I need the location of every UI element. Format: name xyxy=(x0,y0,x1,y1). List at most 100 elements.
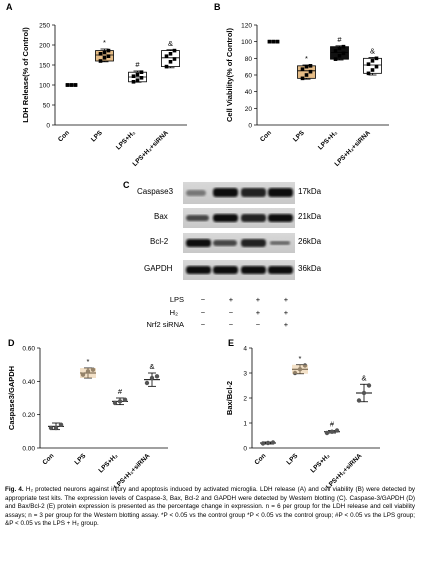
data-point xyxy=(139,76,144,80)
data-point xyxy=(300,67,305,71)
condition-mark: − xyxy=(256,320,261,329)
data-point xyxy=(297,367,303,372)
data-point xyxy=(164,64,169,69)
highlight-band xyxy=(80,368,96,378)
protein-label-bax: Bax xyxy=(154,212,168,221)
condition-mark: − xyxy=(201,295,206,304)
data-point xyxy=(366,62,371,66)
data-point xyxy=(356,398,362,403)
panel-a-label: A xyxy=(6,2,13,12)
significance-mark: # xyxy=(118,387,123,396)
x-tick-label: Con xyxy=(42,452,56,466)
data-point xyxy=(374,64,379,69)
condition-label: LPS xyxy=(170,295,184,304)
x-tick-label: Con xyxy=(57,129,71,143)
caspase3-gapdh-chart: 0.00 0.20 0.40 0.60 Caspase3/GAPDH Con * LPS # LP… xyxy=(7,346,168,491)
data-point xyxy=(300,76,305,81)
data-point xyxy=(341,44,346,49)
data-point xyxy=(98,52,103,56)
western-blot-image: LPS − + + + H₂ − − + + Nrf2 siRNA − − − + xyxy=(146,182,295,329)
data-point xyxy=(370,59,375,63)
highlight-band xyxy=(292,364,308,374)
y-axis-label: Caspase3/GAPDH xyxy=(7,366,16,430)
condition-label: H₂ xyxy=(170,308,178,317)
data-point xyxy=(135,78,140,82)
x-tick-label: LPS+H₂ xyxy=(115,129,137,151)
significance-mark: # xyxy=(337,35,342,44)
condition-mark: + xyxy=(284,320,289,329)
x-tick-label: LPS xyxy=(90,129,104,143)
y-tick-label: 20 xyxy=(245,106,253,113)
y-tick-label: 0.00 xyxy=(22,446,35,453)
data-point xyxy=(361,390,367,396)
size-label-caspase3: 17kDa xyxy=(298,187,322,196)
data-point xyxy=(102,50,107,54)
data-point xyxy=(329,429,335,434)
panel-c: C Caspase3 Bax Bcl-2 GAPDH 17kDa 21kDa 2… xyxy=(0,172,422,342)
x-tick-label: LPS+H₂ xyxy=(309,452,331,474)
panel-b-label: B xyxy=(214,2,221,12)
significance-mark: * xyxy=(87,357,90,366)
data-point xyxy=(337,46,342,51)
data-point xyxy=(117,399,123,404)
data-point xyxy=(366,71,371,76)
data-point xyxy=(65,83,70,87)
blot-conditions: LPS − + + + H₂ − − + + Nrf2 siRNA − − − + xyxy=(146,295,288,329)
data-point xyxy=(337,54,342,58)
cell-viability-chart: 0 20 40 60 80 100 120 Cell Viability(% of Contr… xyxy=(225,23,389,168)
caption-text: H₂ protected neurons against injury and … xyxy=(5,486,415,527)
data-point xyxy=(106,54,111,58)
data-point xyxy=(370,68,375,72)
y-tick-label: 100 xyxy=(39,83,50,90)
data-point xyxy=(73,83,78,87)
significance-mark: & xyxy=(361,373,366,382)
y-tick-label: 0 xyxy=(46,123,50,130)
data-point xyxy=(168,52,173,56)
y-tick-label: 150 xyxy=(39,63,50,70)
data-point xyxy=(260,441,266,446)
significance-mark: & xyxy=(149,362,154,371)
significance-mark: * xyxy=(103,38,106,47)
y-tick-label: 250 xyxy=(39,23,50,30)
y-tick-label: 0.40 xyxy=(22,379,35,386)
data-point xyxy=(302,363,308,368)
protein-label-bcl2: Bcl-2 xyxy=(150,237,169,246)
data-point xyxy=(267,39,272,44)
data-point xyxy=(275,39,280,44)
y-tick-label: 80 xyxy=(245,56,253,63)
data-point xyxy=(334,428,340,433)
data-point xyxy=(102,56,107,60)
x-tick-label: LPS+H₂+siRNA xyxy=(333,129,372,168)
data-point xyxy=(265,440,271,446)
size-label-bax: 21kDa xyxy=(298,212,322,221)
significance-mark: & xyxy=(370,47,375,56)
data-point xyxy=(85,369,91,374)
data-point xyxy=(112,400,118,406)
data-point xyxy=(271,39,276,44)
figure-label: Fig. 4. xyxy=(5,486,24,493)
panel-b: B 0 20 40 60 80 100 120 Cell Viability(% of Con… xyxy=(212,0,417,170)
data-point xyxy=(98,59,103,63)
data-point xyxy=(366,383,372,388)
panel-e: E 0 1 2 3 4 Bax/Bcl-2 Con * LPS # LPS+H₂ & LPS+H₂+si… xyxy=(212,338,417,491)
x-tick-label: LPS xyxy=(292,129,306,143)
data-point xyxy=(69,83,74,87)
data-point xyxy=(270,440,276,445)
y-tick-label: 1 xyxy=(243,421,247,428)
data-point xyxy=(131,80,136,84)
data-point xyxy=(106,48,111,53)
panel-d-label: D xyxy=(8,338,15,348)
data-point xyxy=(172,48,177,53)
y-tick-label: 0 xyxy=(243,446,247,453)
condition-mark: − xyxy=(201,308,206,317)
blot-strip-bcl2 xyxy=(183,233,295,253)
y-tick-label: 60 xyxy=(245,73,253,80)
y-tick-label: 0.60 xyxy=(22,346,35,353)
data-point xyxy=(90,367,96,372)
blot-strip-bax xyxy=(183,208,295,228)
condition-mark: + xyxy=(284,295,289,304)
data-point xyxy=(80,372,86,377)
data-point xyxy=(164,54,169,58)
protein-label-caspase3: Caspase3 xyxy=(137,187,174,196)
blot-strip-gapdh xyxy=(183,260,295,280)
